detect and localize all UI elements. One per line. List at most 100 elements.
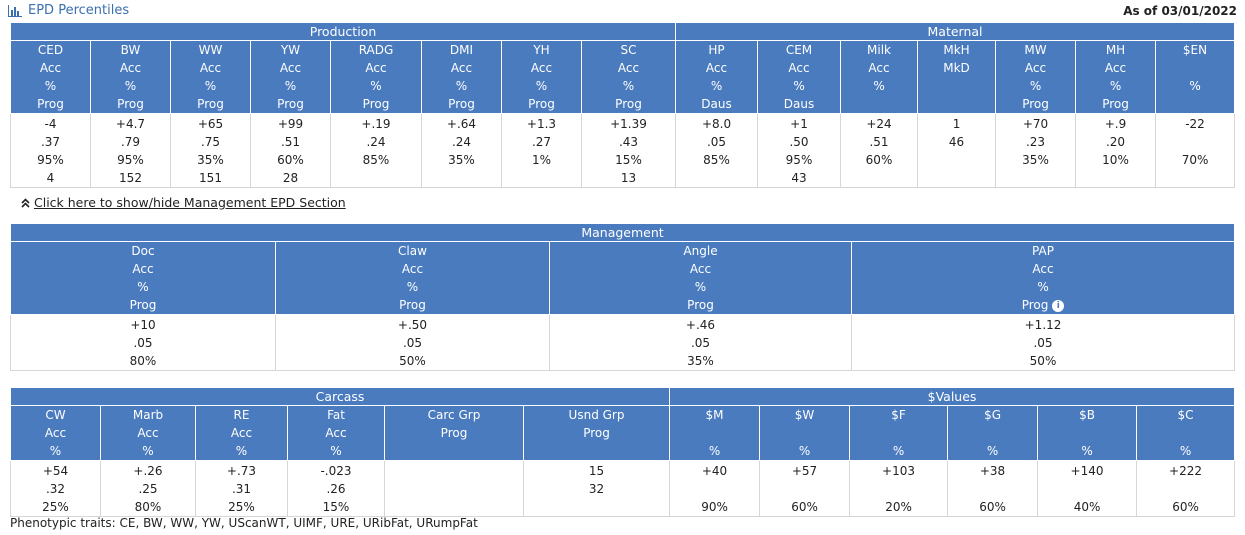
header-text: Marb xyxy=(132,408,164,422)
cell-value: +65 xyxy=(197,117,224,131)
info-icon[interactable]: i xyxy=(1052,299,1065,312)
header-text: RE xyxy=(233,408,250,422)
header-text: Prog xyxy=(615,97,642,111)
header-text: Acc xyxy=(325,426,347,440)
header-text: Acc xyxy=(1104,61,1127,75)
header-text: Prog xyxy=(1022,97,1049,111)
header-text: Acc xyxy=(1032,262,1054,276)
cell-value xyxy=(422,169,501,187)
header-line: PAP xyxy=(852,242,1234,260)
header-text: Prog xyxy=(197,97,224,111)
cell-value xyxy=(918,151,995,169)
header-text: % xyxy=(330,444,342,458)
section-title: EPD Percentiles xyxy=(8,3,129,18)
header-text: Acc xyxy=(401,262,424,276)
header-text: Milk xyxy=(867,43,891,57)
cell-value xyxy=(331,169,421,187)
column-header: BW Acc% Prog xyxy=(90,40,171,114)
cell-value: +24 xyxy=(866,117,892,131)
header-line xyxy=(1038,424,1136,442)
column-header: MH Acc% Prog xyxy=(1075,40,1157,114)
header-line: Prog xyxy=(251,95,330,113)
header-text: Acc xyxy=(868,61,890,75)
header-text: WW xyxy=(198,43,223,57)
cell-value: +1 xyxy=(790,117,808,131)
header-line: $EN xyxy=(1156,41,1234,59)
cell-value: .43 xyxy=(618,135,639,149)
header-text: MkH xyxy=(943,43,970,57)
cell-value xyxy=(1038,480,1136,498)
header-text: Prog xyxy=(129,298,157,312)
cell-value: 13 xyxy=(620,171,637,185)
data-cell: +10 .05 80% xyxy=(10,314,276,371)
header-line: % xyxy=(331,77,421,95)
cell-value: +.19 xyxy=(361,117,391,131)
header-line: % xyxy=(758,77,840,95)
header-line: Acc xyxy=(11,260,275,278)
header-text: % xyxy=(137,280,149,294)
header-line: % xyxy=(11,77,90,95)
group-header-carcass: Carcass xyxy=(9,387,671,406)
header-text: Acc xyxy=(689,262,712,276)
header-text: % xyxy=(1179,444,1192,458)
data-cell xyxy=(384,460,524,517)
header-line: Acc xyxy=(422,59,501,77)
cell-value: +.9 xyxy=(1104,117,1127,131)
header-text: Acc xyxy=(44,426,67,440)
header-text: $G xyxy=(984,408,1001,422)
header-text: Prog xyxy=(37,97,64,111)
cell-value: .51 xyxy=(280,135,301,149)
header-text: Usnd Grp xyxy=(568,408,625,422)
header-line xyxy=(918,77,995,95)
column-header: HP Acc% Daus xyxy=(675,40,759,114)
cell-value: +54 xyxy=(42,464,69,478)
header-text: Prog xyxy=(448,97,475,111)
header-text: % xyxy=(986,444,999,458)
header-line: Acc xyxy=(171,59,250,77)
header-text: MkD xyxy=(943,61,970,75)
cell-value: +99 xyxy=(277,117,304,131)
data-cell: +70 .23 35% xyxy=(995,113,1077,188)
header-line: Marb xyxy=(101,406,195,424)
header-line: $F xyxy=(850,406,947,424)
data-cell: +65 .75 35% 151 xyxy=(170,113,251,188)
cell-value: +4.7 xyxy=(115,117,146,131)
header-line: HP xyxy=(676,41,757,59)
cell-value xyxy=(670,480,759,498)
header-line: Acc xyxy=(1076,59,1155,77)
management-toggle-link[interactable]: Click here to show/hide Management EPD S… xyxy=(21,195,346,210)
header-line: Acc xyxy=(331,59,421,77)
cell-value: -22 xyxy=(1185,117,1205,131)
cell-value: 46 xyxy=(948,135,965,149)
header-line: DMI xyxy=(422,41,501,59)
header-text: % xyxy=(708,444,721,458)
header-text: Acc xyxy=(1024,61,1047,75)
column-header: $W% xyxy=(759,405,851,461)
header-line xyxy=(850,424,947,442)
header-text: YW xyxy=(280,43,301,57)
header-text: Prog xyxy=(277,97,304,111)
cell-value: .50 xyxy=(789,135,809,149)
header-line: Fat xyxy=(288,406,384,424)
header-line xyxy=(841,95,917,113)
data-cell: -22 70% xyxy=(1155,113,1236,188)
cell-value: .05 xyxy=(402,336,423,350)
cell-value xyxy=(841,169,917,187)
header-line: MW xyxy=(996,41,1075,59)
header-text: % xyxy=(1109,79,1122,93)
cell-value: .75 xyxy=(200,135,221,149)
header-line xyxy=(1156,95,1234,113)
header-line: Prog xyxy=(171,95,250,113)
cell-value: 60% xyxy=(865,153,893,167)
header-text: Fat xyxy=(327,408,345,422)
cell-value: 60% xyxy=(1172,500,1199,514)
header-line xyxy=(385,442,523,460)
header-text: Acc xyxy=(279,61,302,75)
header-text: % xyxy=(793,79,805,93)
cell-value: 152 xyxy=(119,171,142,185)
column-header: Doc Acc% Prog xyxy=(10,241,276,315)
header-text: % xyxy=(124,79,137,93)
header-line: Acc xyxy=(11,424,100,442)
data-cell: +8.0 .05 85% xyxy=(675,113,759,188)
header-text: % xyxy=(1189,79,1201,93)
